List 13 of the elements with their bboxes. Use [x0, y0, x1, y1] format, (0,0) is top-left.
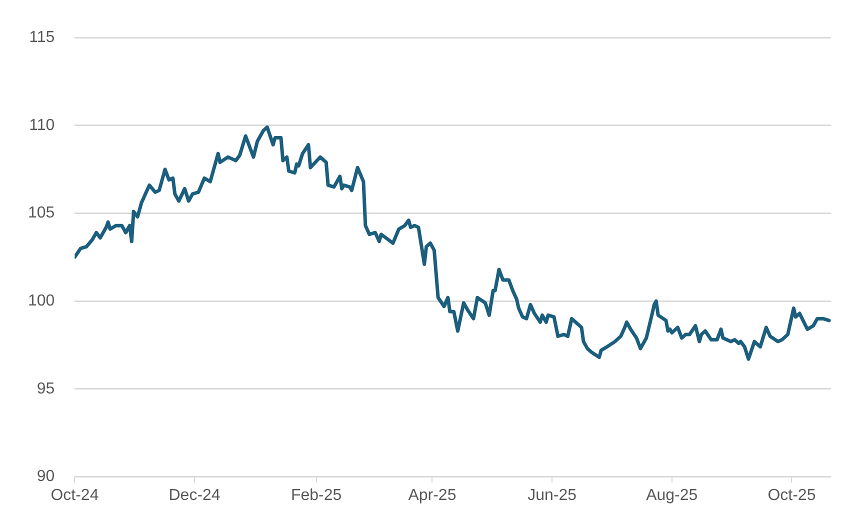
x-tick-label: Oct-24: [50, 486, 99, 504]
y-tick-label: 105: [28, 204, 55, 222]
x-tick-label: Feb-25: [290, 486, 342, 504]
y-tick-label: 110: [29, 116, 55, 134]
x-tick-label: Jun-25: [528, 486, 577, 504]
y-tick-label: 90: [36, 468, 55, 486]
y-tick-label: 115: [29, 29, 55, 46]
x-tick-label: Aug-25: [646, 486, 698, 504]
x-tick-label: Dec-24: [168, 486, 220, 504]
y-tick-label: 95: [36, 380, 55, 398]
x-tick-label: Oct-25: [768, 486, 816, 504]
y-tick-label: 100: [28, 292, 55, 310]
x-tick-label: Apr-25: [408, 486, 456, 504]
